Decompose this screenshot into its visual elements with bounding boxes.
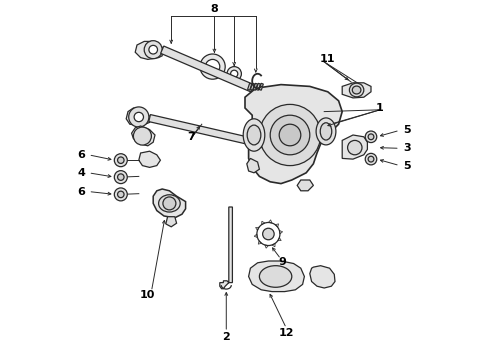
Circle shape [200,54,225,79]
Polygon shape [256,83,260,90]
Text: 5: 5 [403,125,411,135]
Polygon shape [275,224,279,227]
Text: 6: 6 [77,150,85,160]
Polygon shape [248,261,304,292]
Circle shape [231,70,238,77]
Text: 7: 7 [187,132,195,142]
Polygon shape [126,108,151,126]
Circle shape [149,45,157,54]
Circle shape [227,67,242,81]
Polygon shape [256,227,259,230]
Text: 6: 6 [77,186,85,197]
Circle shape [118,174,124,180]
Ellipse shape [320,123,332,140]
Polygon shape [259,83,263,90]
Text: 3: 3 [403,143,411,153]
Circle shape [114,188,127,201]
Text: 11: 11 [320,54,336,64]
Circle shape [365,131,377,143]
Text: 1: 1 [376,103,384,113]
Polygon shape [279,230,283,234]
Ellipse shape [316,118,336,145]
Polygon shape [254,234,257,238]
Polygon shape [250,83,255,90]
Text: 10: 10 [140,290,155,300]
Polygon shape [247,83,252,90]
Text: 8: 8 [211,4,218,14]
Polygon shape [161,46,254,92]
Ellipse shape [247,125,261,145]
Polygon shape [245,85,342,184]
Polygon shape [253,83,258,90]
Polygon shape [135,41,162,59]
Text: 5: 5 [403,161,411,171]
Circle shape [263,228,274,240]
Polygon shape [342,83,371,98]
Ellipse shape [259,266,292,287]
Polygon shape [310,266,335,288]
Circle shape [144,41,162,59]
Circle shape [129,107,149,127]
Circle shape [279,124,301,146]
Polygon shape [278,238,281,241]
Circle shape [365,153,377,165]
Circle shape [114,171,127,184]
Circle shape [133,127,151,145]
Polygon shape [149,114,271,149]
Text: 4: 4 [77,168,85,178]
Circle shape [114,154,127,167]
Text: 12: 12 [279,328,294,338]
Text: 2: 2 [222,332,230,342]
Polygon shape [220,207,232,289]
Circle shape [134,112,144,122]
Ellipse shape [159,195,180,212]
Polygon shape [139,151,160,167]
Circle shape [368,156,374,162]
Polygon shape [297,180,314,191]
Ellipse shape [243,119,265,151]
Polygon shape [262,221,265,225]
Ellipse shape [352,86,361,94]
Circle shape [259,104,320,166]
Polygon shape [265,245,269,248]
Polygon shape [258,241,262,244]
Polygon shape [132,126,155,146]
Circle shape [347,140,362,155]
Circle shape [270,115,310,155]
Circle shape [118,191,124,198]
Polygon shape [269,220,272,223]
Polygon shape [342,135,368,159]
Text: 9: 9 [279,257,287,267]
Polygon shape [166,217,176,227]
Circle shape [205,59,220,74]
Ellipse shape [349,83,364,97]
Polygon shape [153,189,186,218]
Polygon shape [247,158,259,173]
Circle shape [368,134,374,140]
Circle shape [118,157,124,163]
Polygon shape [272,243,275,247]
Circle shape [163,197,176,210]
